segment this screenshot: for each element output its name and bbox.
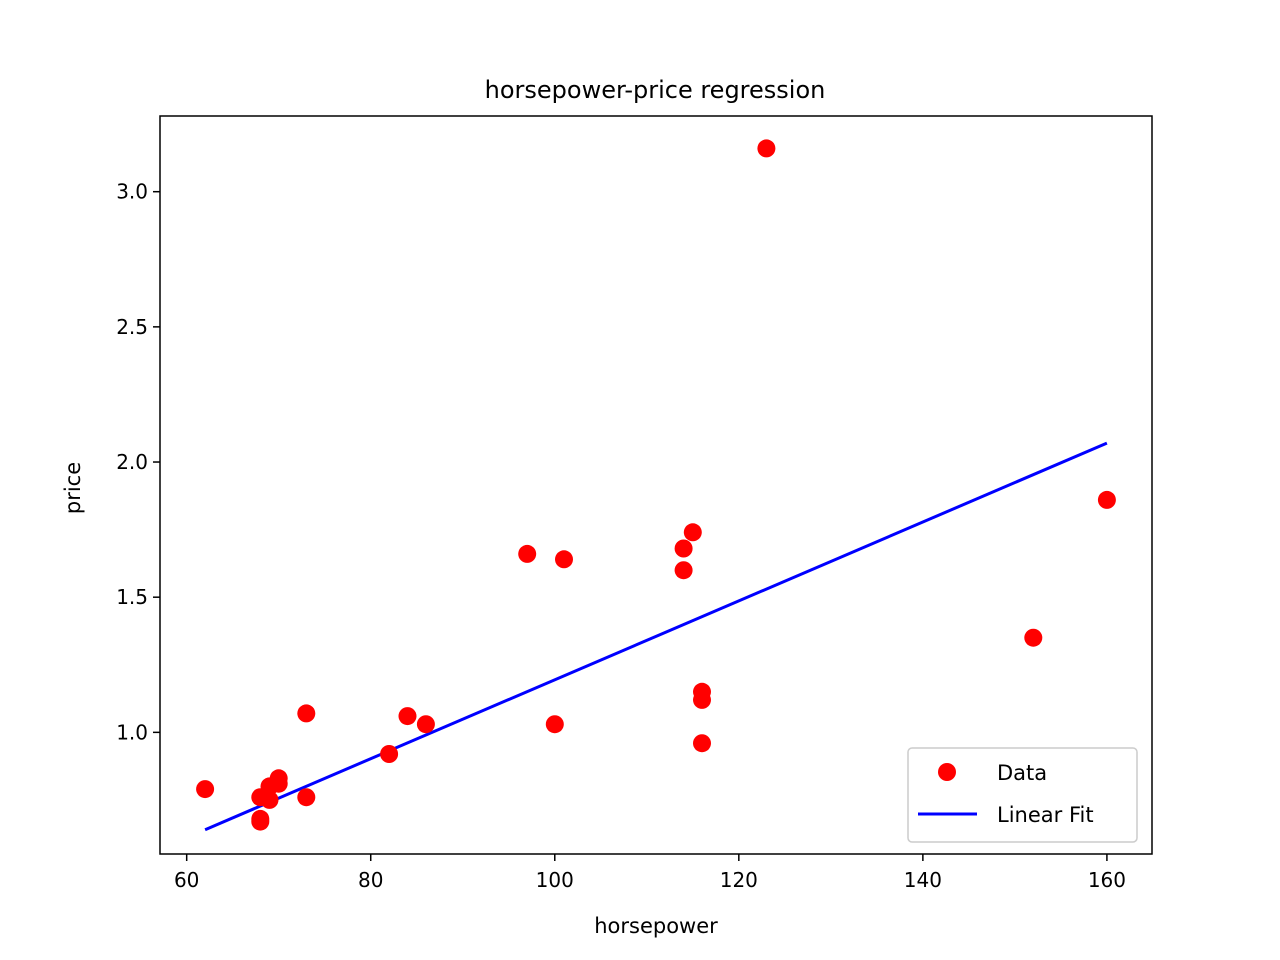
data-point [196,780,215,799]
data-point [1024,628,1043,647]
x-tick-label: 80 [358,868,383,892]
legend-fit-label: Linear Fit [997,803,1094,827]
legend-box [907,747,1138,843]
data-point [693,734,711,753]
data-point [674,539,693,558]
data-point [269,774,288,793]
fit-layer [204,441,1108,832]
data-point [683,523,702,542]
data-point [398,707,417,726]
x-tick-label: 100 [536,868,574,892]
data-point [416,715,435,734]
y-tick-label: 2.0 [116,450,148,474]
y-tick-label: 3.0 [116,180,148,204]
x-axis-label: horsepower [594,914,718,938]
plot-area [160,116,1152,854]
data-point [380,745,399,763]
data-point [555,550,573,569]
x-tick-label: 140 [904,868,942,892]
data-point [251,812,270,831]
fit-line [204,441,1108,832]
x-axis-ticks: 60 80 100 120 140 160 [174,854,1126,892]
data-point [1097,490,1116,509]
y-tick-label: 1.0 [116,720,148,744]
legend-data-label: Data [997,761,1047,785]
data-point [674,561,693,580]
data-point [757,139,776,158]
data-point [297,788,316,807]
data-point [693,690,711,709]
chart-title: horsepower-price regression [485,76,826,104]
x-tick-label: 160 [1088,868,1126,892]
data-point [297,704,316,723]
points-layer [196,139,1116,831]
y-tick-label: 1.5 [116,585,148,609]
legend-data-marker [938,763,956,781]
x-tick-label: 120 [720,868,758,892]
data-point [260,790,279,809]
y-axis-ticks: 1.0 1.5 2.0 2.5 3.0 [116,180,160,744]
x-tick-label: 60 [174,868,199,892]
y-axis-label: price [61,462,85,514]
data-point [545,715,564,734]
plot-frame [159,115,1153,855]
y-tick-label: 2.5 [116,315,148,339]
legend: Data Linear Fit [907,747,1138,843]
data-point [518,544,537,563]
